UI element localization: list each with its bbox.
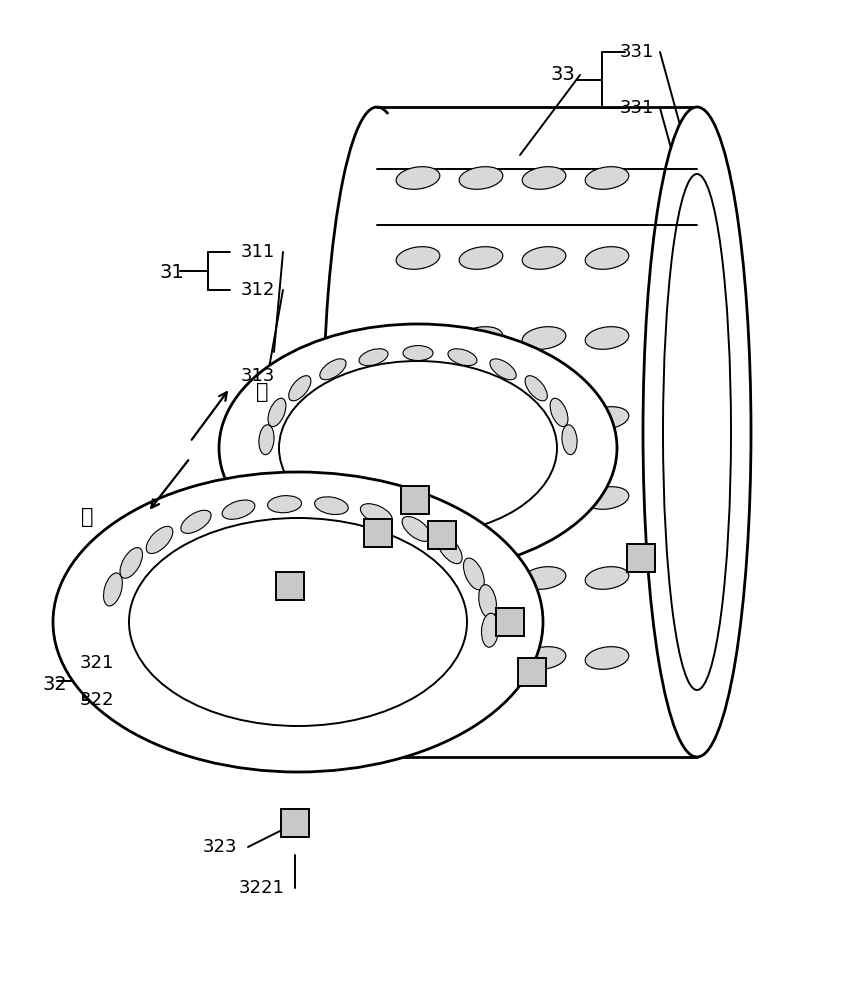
Ellipse shape — [522, 327, 566, 349]
Ellipse shape — [53, 472, 543, 772]
Ellipse shape — [267, 496, 302, 513]
Ellipse shape — [279, 361, 557, 535]
Ellipse shape — [585, 567, 629, 589]
Text: 3221: 3221 — [239, 879, 285, 897]
Ellipse shape — [219, 324, 617, 572]
Ellipse shape — [562, 425, 577, 455]
Ellipse shape — [289, 376, 311, 401]
Ellipse shape — [438, 535, 462, 564]
Bar — [401, 486, 429, 514]
Bar — [276, 572, 304, 600]
Ellipse shape — [585, 487, 629, 509]
Text: 后: 后 — [256, 382, 268, 402]
Ellipse shape — [550, 398, 568, 427]
Bar — [496, 608, 524, 636]
Ellipse shape — [396, 487, 439, 509]
Ellipse shape — [396, 327, 439, 349]
Ellipse shape — [361, 504, 392, 524]
Ellipse shape — [268, 398, 286, 427]
Ellipse shape — [459, 647, 503, 669]
Ellipse shape — [643, 107, 751, 757]
Ellipse shape — [315, 497, 349, 515]
Bar — [627, 544, 655, 572]
Ellipse shape — [522, 487, 566, 509]
Ellipse shape — [522, 407, 566, 429]
Ellipse shape — [402, 517, 431, 541]
Ellipse shape — [585, 647, 629, 669]
Ellipse shape — [459, 487, 503, 509]
Ellipse shape — [403, 346, 433, 361]
Ellipse shape — [663, 174, 731, 690]
Text: 31: 31 — [160, 262, 184, 282]
Ellipse shape — [459, 327, 503, 349]
Text: 312: 312 — [240, 281, 275, 299]
Ellipse shape — [525, 376, 548, 401]
Bar — [518, 658, 546, 686]
Ellipse shape — [585, 167, 629, 189]
Text: 331: 331 — [620, 43, 654, 61]
Bar — [428, 521, 456, 549]
Ellipse shape — [396, 247, 439, 269]
Ellipse shape — [459, 407, 503, 429]
Ellipse shape — [448, 349, 477, 366]
Ellipse shape — [522, 567, 566, 589]
Ellipse shape — [585, 327, 629, 349]
Text: 323: 323 — [202, 838, 237, 856]
Ellipse shape — [459, 247, 503, 269]
Ellipse shape — [459, 567, 503, 589]
Ellipse shape — [396, 407, 439, 429]
Ellipse shape — [120, 548, 143, 578]
Ellipse shape — [320, 359, 346, 380]
Ellipse shape — [482, 613, 498, 647]
Ellipse shape — [459, 167, 503, 189]
Ellipse shape — [359, 349, 388, 366]
Ellipse shape — [585, 407, 629, 429]
Bar — [281, 809, 309, 837]
Bar — [364, 519, 392, 547]
Ellipse shape — [396, 567, 439, 589]
Ellipse shape — [478, 585, 497, 618]
Ellipse shape — [104, 573, 122, 606]
Ellipse shape — [522, 247, 566, 269]
Text: 331: 331 — [620, 99, 654, 117]
Ellipse shape — [396, 647, 439, 669]
Text: 前: 前 — [80, 507, 93, 527]
Ellipse shape — [490, 359, 516, 380]
Text: 32: 32 — [42, 676, 67, 694]
Ellipse shape — [146, 526, 173, 554]
Ellipse shape — [522, 647, 566, 669]
Text: 311: 311 — [240, 243, 275, 261]
Ellipse shape — [522, 167, 566, 189]
Ellipse shape — [259, 425, 274, 455]
Text: 322: 322 — [80, 691, 114, 709]
Ellipse shape — [181, 510, 211, 533]
Text: 313: 313 — [240, 367, 275, 385]
Text: 321: 321 — [80, 654, 114, 672]
Ellipse shape — [396, 167, 439, 189]
Text: 33: 33 — [551, 66, 575, 85]
Ellipse shape — [464, 558, 484, 590]
Ellipse shape — [222, 500, 255, 519]
Ellipse shape — [585, 247, 629, 269]
Ellipse shape — [129, 518, 467, 726]
